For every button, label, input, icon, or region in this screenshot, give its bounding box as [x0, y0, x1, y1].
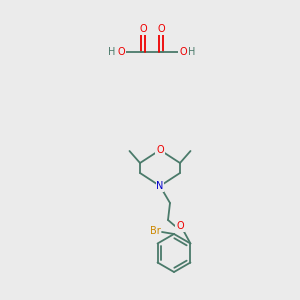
Text: O: O: [176, 221, 184, 231]
Text: N: N: [156, 181, 164, 191]
Text: O: O: [117, 47, 125, 57]
Text: O: O: [156, 145, 164, 155]
Text: Br: Br: [150, 226, 160, 236]
Text: H: H: [188, 47, 196, 57]
Text: O: O: [179, 47, 187, 57]
Text: H: H: [108, 47, 116, 57]
Text: O: O: [157, 24, 165, 34]
Text: O: O: [139, 24, 147, 34]
